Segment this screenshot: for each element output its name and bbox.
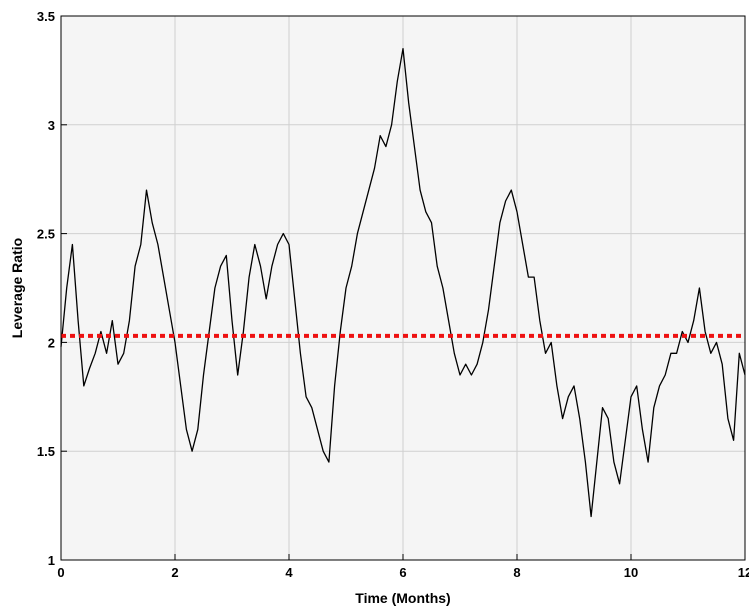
x-tick-label: 10	[624, 565, 638, 580]
y-tick-label: 3	[48, 118, 55, 133]
x-tick-label: 4	[285, 565, 293, 580]
y-tick-label: 3.5	[37, 9, 55, 24]
series-layer	[60, 47, 746, 518]
y-tick-label: 1	[48, 553, 55, 568]
x-tick-label: 2	[171, 565, 178, 580]
y-axis-label: Leverage Ratio	[9, 238, 25, 338]
leverage-ratio-line	[60, 47, 746, 518]
x-tick-label: 0	[57, 565, 64, 580]
x-tick-label: 12	[738, 565, 749, 580]
x-tick-label: 8	[513, 565, 520, 580]
x-axis-label: Time (Months)	[355, 590, 450, 606]
x-tick-label: 6	[399, 565, 406, 580]
y-tick-label: 1.5	[37, 444, 55, 459]
y-tick-label: 2.5	[37, 227, 55, 242]
ticks: 0 2 4 6 8 10 12 1 1.5 2 2.5 3 3.5	[37, 9, 749, 580]
y-tick-label: 2	[48, 335, 55, 350]
